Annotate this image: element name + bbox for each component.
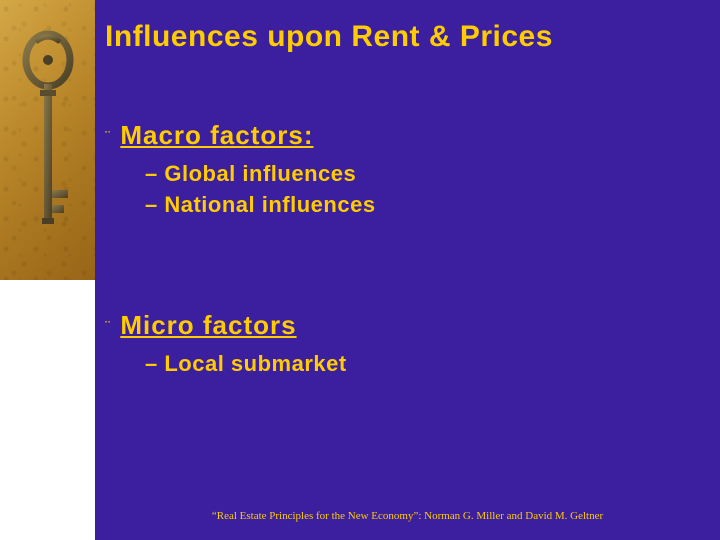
bullet-glyph-icon: ¨ [105, 129, 110, 147]
section-heading: Micro factors [120, 310, 296, 341]
slide-footer: “Real Estate Principles for the New Econ… [95, 510, 720, 522]
section-macro: ¨ Macro factors: – Global influences – N… [105, 120, 376, 221]
sidebar [0, 0, 95, 540]
bullet-line: ¨ Macro factors: [105, 120, 376, 151]
slide-content: Influences upon Rent & Prices ¨ Macro fa… [95, 0, 720, 540]
sidebar-lower-panel [0, 280, 95, 540]
section-micro: ¨ Micro factors – Local submarket [105, 310, 347, 380]
section-heading: Macro factors: [120, 120, 313, 151]
sub-list: – Global influences – National influence… [145, 159, 376, 221]
list-item: – Local submarket [145, 349, 347, 380]
bullet-line: ¨ Micro factors [105, 310, 347, 341]
list-item: – Global influences [145, 159, 376, 190]
slide-title: Influences upon Rent & Prices [105, 20, 715, 54]
sub-list: – Local submarket [145, 349, 347, 380]
sidebar-image-panel [0, 0, 95, 280]
list-item: – National influences [145, 190, 376, 221]
bullet-glyph-icon: ¨ [105, 319, 110, 337]
key-icon [18, 30, 78, 260]
